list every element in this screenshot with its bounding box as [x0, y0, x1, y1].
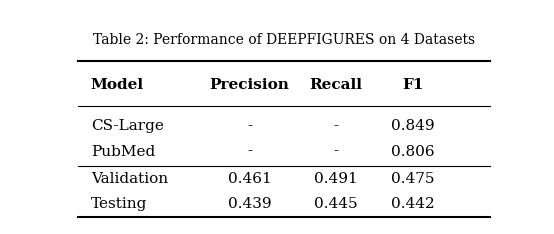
- Text: PubMed: PubMed: [91, 145, 155, 158]
- Text: 0.461: 0.461: [228, 172, 271, 186]
- Text: -: -: [247, 119, 252, 133]
- Text: 0.439: 0.439: [228, 197, 271, 211]
- Text: CS-Large: CS-Large: [91, 119, 163, 133]
- Text: 0.442: 0.442: [391, 197, 434, 211]
- Text: 0.475: 0.475: [391, 172, 434, 186]
- Text: 0.849: 0.849: [391, 119, 434, 133]
- Text: 0.806: 0.806: [391, 145, 434, 158]
- Text: -: -: [333, 145, 338, 158]
- Text: Testing: Testing: [91, 197, 147, 211]
- Text: 0.491: 0.491: [314, 172, 357, 186]
- Text: F1: F1: [402, 78, 423, 92]
- Text: Precision: Precision: [209, 78, 290, 92]
- Text: Model: Model: [91, 78, 144, 92]
- Text: 0.445: 0.445: [314, 197, 357, 211]
- Text: -: -: [247, 145, 252, 158]
- Text: -: -: [333, 119, 338, 133]
- Text: Table 2: Performance of DEEPFIGURES on 4 Datasets: Table 2: Performance of DEEPFIGURES on 4…: [93, 33, 475, 48]
- Text: Recall: Recall: [309, 78, 362, 92]
- Text: Validation: Validation: [91, 172, 168, 186]
